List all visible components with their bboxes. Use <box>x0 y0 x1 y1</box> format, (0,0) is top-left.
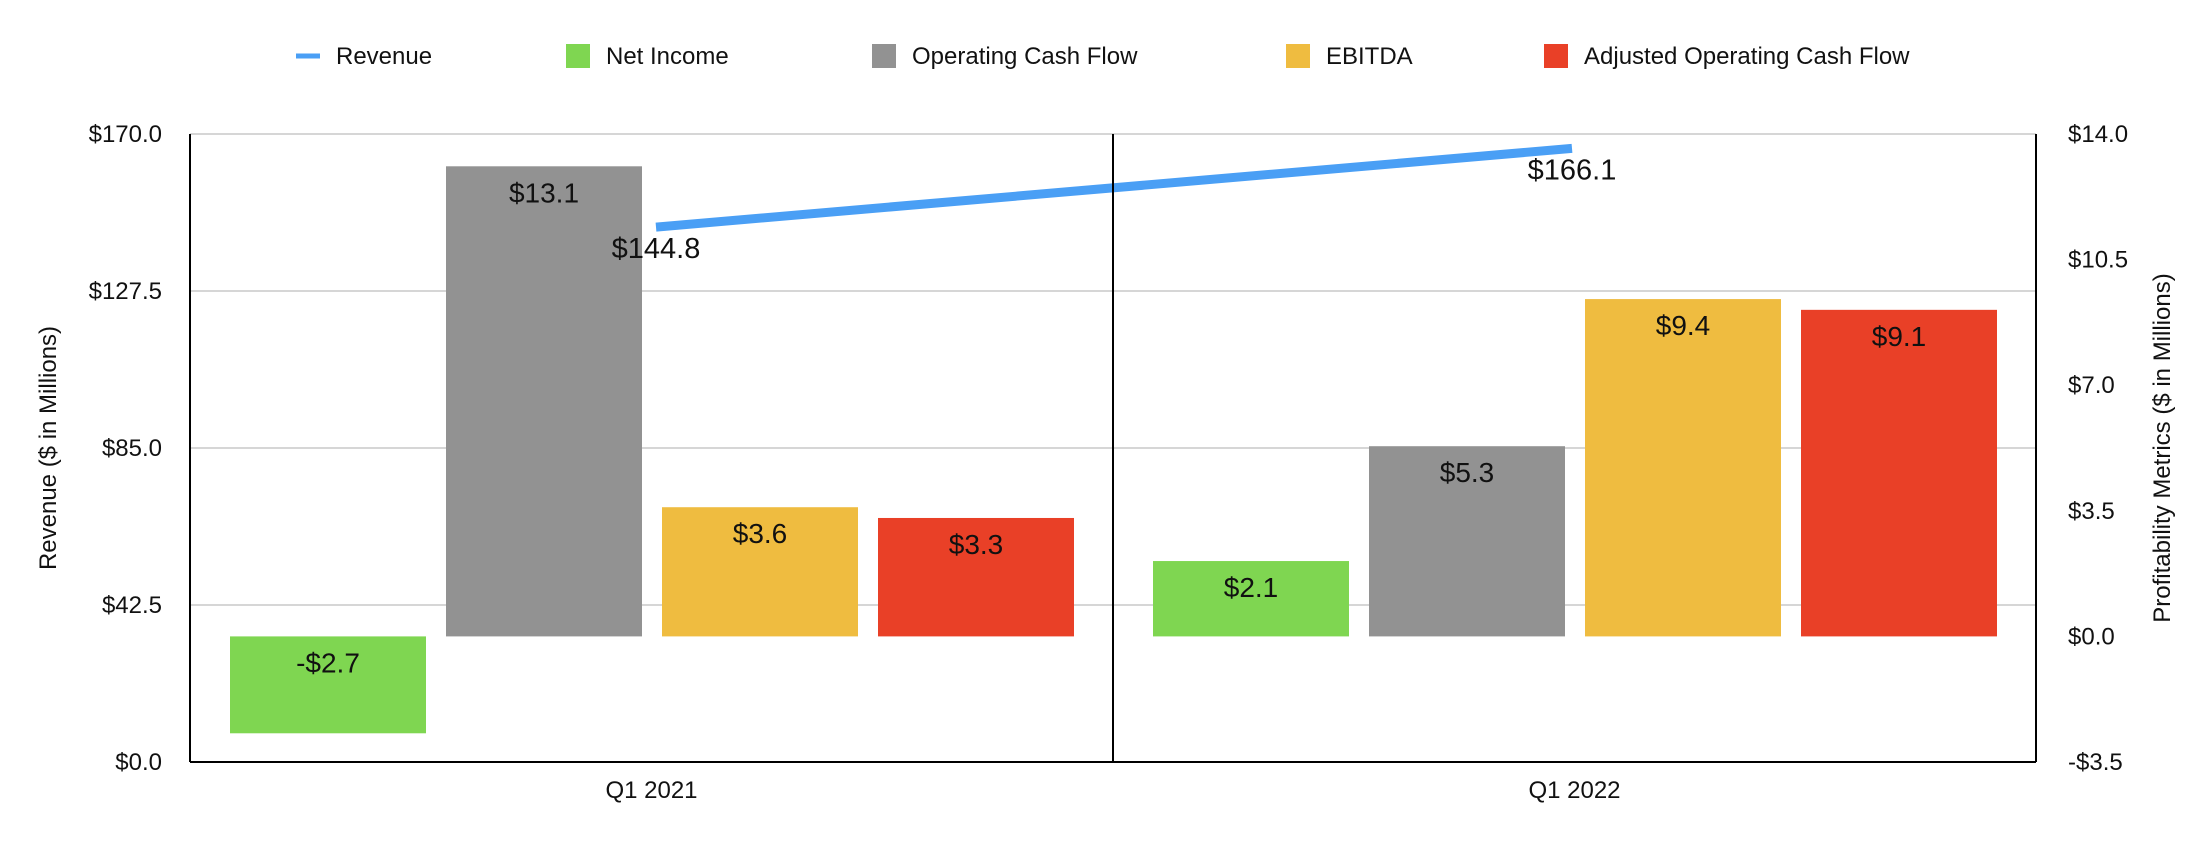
bar-data-label: -$2.7 <box>296 647 360 678</box>
y-left-tick-label: $85.0 <box>102 435 162 462</box>
bar-data-label: $9.4 <box>1656 310 1711 341</box>
legend-swatch <box>1544 44 1568 68</box>
bar <box>1801 309 1997 637</box>
revenue-data-label: $166.1 <box>1528 154 1617 186</box>
legend-label: Revenue <box>336 43 432 70</box>
legend-swatch <box>872 44 896 68</box>
bar-data-label: $2.1 <box>1224 572 1279 603</box>
legend-swatch <box>566 44 590 68</box>
y-right-tick-label: $3.5 <box>2068 498 2115 525</box>
revenue-data-label: $144.8 <box>612 233 701 265</box>
x-tick-label: Q1 2022 <box>1528 777 1620 804</box>
y-left-axis-title: Revenue ($ in Millions) <box>35 326 62 570</box>
y-left-tick-label: $127.5 <box>89 278 162 305</box>
bar <box>446 166 642 637</box>
y-right-tick-label: $0.0 <box>2068 623 2115 650</box>
y-right-tick-label: $14.0 <box>2068 121 2128 148</box>
bar-data-label: $3.3 <box>949 529 1004 560</box>
y-left-tick-label: $0.0 <box>115 749 162 776</box>
legend-swatch <box>1286 44 1310 68</box>
y-right-tick-label: -$3.5 <box>2068 749 2123 776</box>
legend-label: Net Income <box>606 43 729 70</box>
y-left-tick-label: $170.0 <box>89 121 162 148</box>
bar-data-label: $5.3 <box>1440 457 1495 488</box>
legend-label: Adjusted Operating Cash Flow <box>1584 43 1910 70</box>
bar <box>1585 299 1781 637</box>
bar <box>1153 561 1349 637</box>
x-tick-label: Q1 2021 <box>605 777 697 804</box>
y-right-tick-label: $10.5 <box>2068 247 2128 274</box>
bar-data-label: $13.1 <box>509 177 579 208</box>
bar <box>662 507 858 637</box>
bar-data-label: $9.1 <box>1872 321 1927 352</box>
bar <box>1369 446 1565 637</box>
y-right-axis-title: Profitability Metrics ($ in Millions) <box>2149 273 2176 622</box>
legend-label: EBITDA <box>1326 43 1413 70</box>
y-left-tick-label: $42.5 <box>102 592 162 619</box>
y-right-tick-label: $7.0 <box>2068 372 2115 399</box>
legend-label: Operating Cash Flow <box>912 43 1138 70</box>
bar <box>230 636 426 734</box>
bar <box>878 517 1074 637</box>
bar-data-label: $3.6 <box>733 518 788 549</box>
